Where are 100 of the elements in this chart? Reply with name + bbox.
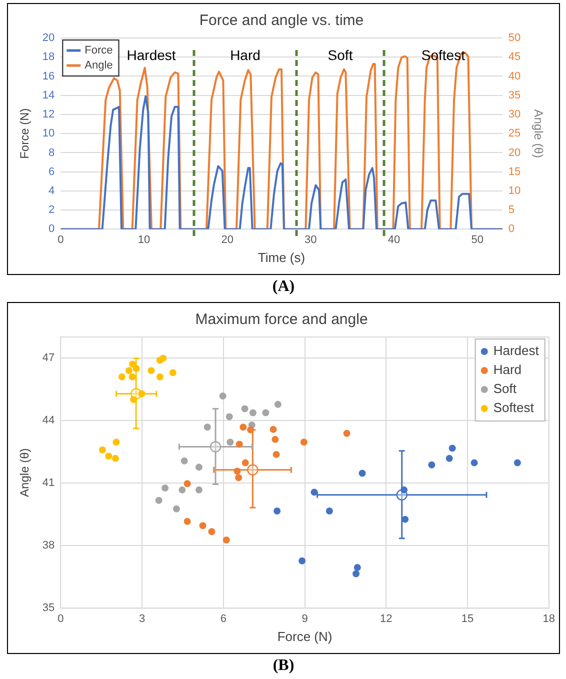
point bbox=[358, 470, 366, 477]
point bbox=[195, 486, 202, 494]
point bbox=[326, 507, 333, 514]
point bbox=[160, 354, 167, 362]
point bbox=[169, 369, 176, 376]
x-axis-title: Time (s) bbox=[258, 250, 306, 265]
point bbox=[98, 446, 106, 454]
y-tick-label: 44 bbox=[42, 414, 55, 426]
point bbox=[272, 450, 280, 458]
point bbox=[234, 468, 241, 475]
point bbox=[129, 360, 136, 368]
point bbox=[180, 457, 188, 464]
y-tick-label: 16 bbox=[42, 70, 55, 82]
x-tick-label: 15 bbox=[461, 612, 474, 625]
point bbox=[112, 438, 120, 446]
point bbox=[240, 424, 247, 431]
y2-tick-label: 10 bbox=[508, 184, 521, 197]
point bbox=[199, 522, 206, 530]
x-tick-label: 3 bbox=[138, 612, 146, 625]
chart-title: Maximum force and angle bbox=[195, 311, 368, 328]
point bbox=[236, 440, 243, 448]
point bbox=[343, 430, 350, 437]
x-tick-label: 0 bbox=[58, 234, 64, 246]
y2-tick-label: 30 bbox=[508, 108, 521, 121]
point bbox=[162, 484, 169, 492]
x-tick-label: 18 bbox=[542, 612, 556, 625]
point bbox=[226, 438, 234, 446]
y-tick-label: 0 bbox=[48, 223, 55, 236]
point bbox=[272, 436, 279, 443]
point bbox=[262, 409, 270, 416]
y2-tick-label: 45 bbox=[508, 51, 521, 64]
chart-title: Force and angle vs. time bbox=[199, 12, 364, 30]
y-tick-label: 38 bbox=[42, 540, 55, 552]
y2-axis-title: Angle (θ) bbox=[531, 109, 546, 158]
point bbox=[274, 507, 281, 514]
point bbox=[352, 570, 360, 578]
x-axis-title: Force (N) bbox=[277, 628, 332, 644]
y2-tick-label: 5 bbox=[508, 204, 514, 216]
legend-label: Hardest bbox=[493, 343, 540, 358]
point bbox=[354, 564, 361, 572]
point bbox=[235, 474, 242, 482]
point bbox=[402, 516, 409, 523]
y2-tick-label: 40 bbox=[508, 70, 521, 82]
point bbox=[138, 390, 146, 398]
y-axis-title: Force (N) bbox=[18, 108, 32, 159]
point bbox=[125, 367, 132, 374]
x-tick-label: 9 bbox=[302, 612, 308, 625]
x-tick-label: 12 bbox=[380, 612, 392, 625]
x-tick-label: 50 bbox=[471, 234, 484, 246]
y2-tick-label: 15 bbox=[508, 166, 521, 178]
point bbox=[204, 424, 211, 431]
point bbox=[132, 365, 140, 372]
point bbox=[178, 486, 186, 494]
y-axis-title: Angle (θ) bbox=[18, 448, 32, 497]
y2-tick-label: 0 bbox=[508, 223, 514, 236]
point bbox=[446, 454, 453, 462]
point bbox=[470, 459, 478, 466]
point bbox=[222, 536, 230, 544]
point bbox=[112, 454, 119, 462]
y-tick-label: 8 bbox=[48, 146, 55, 159]
point bbox=[270, 426, 277, 433]
text: (B) bbox=[272, 656, 296, 676]
point bbox=[184, 518, 191, 525]
text: (A) bbox=[271, 277, 296, 297]
point bbox=[298, 557, 306, 564]
legend-label: Angle bbox=[84, 60, 113, 72]
point bbox=[130, 396, 138, 404]
x-tick-label: 20 bbox=[221, 234, 234, 246]
y-tick-label: 20 bbox=[42, 32, 55, 44]
point bbox=[118, 373, 126, 380]
point bbox=[448, 444, 456, 452]
annotation: Soft bbox=[328, 46, 353, 63]
point bbox=[300, 438, 308, 446]
point bbox=[241, 405, 248, 412]
point bbox=[208, 528, 216, 536]
point bbox=[247, 426, 254, 434]
point bbox=[156, 373, 164, 380]
point bbox=[428, 461, 436, 468]
y-tick-label: 47 bbox=[42, 352, 55, 364]
point bbox=[148, 367, 155, 374]
legend-label: Hard bbox=[493, 362, 522, 378]
x-tick-label: 0 bbox=[58, 612, 64, 625]
legend-label: Softest bbox=[493, 400, 534, 416]
y-tick-label: 4 bbox=[48, 184, 55, 197]
y-tick-label: 14 bbox=[42, 89, 55, 102]
legend-label: Soft bbox=[493, 381, 517, 396]
y2-tick-label: 20 bbox=[508, 146, 521, 159]
x-tick-label: 6 bbox=[220, 612, 226, 625]
y2-tick-label: 35 bbox=[508, 89, 521, 102]
point bbox=[219, 392, 226, 400]
y-tick-label: 10 bbox=[42, 128, 55, 140]
point bbox=[172, 505, 180, 512]
point bbox=[155, 496, 162, 504]
x-tick-label: 10 bbox=[138, 234, 150, 246]
y-tick-label: 41 bbox=[42, 477, 55, 490]
y-tick-label: 35 bbox=[42, 602, 55, 614]
y-tick-label: 12 bbox=[42, 108, 55, 121]
annotation: Hard bbox=[230, 46, 260, 63]
y2-tick-label: 25 bbox=[508, 128, 521, 140]
y-tick-label: 2 bbox=[48, 204, 55, 216]
